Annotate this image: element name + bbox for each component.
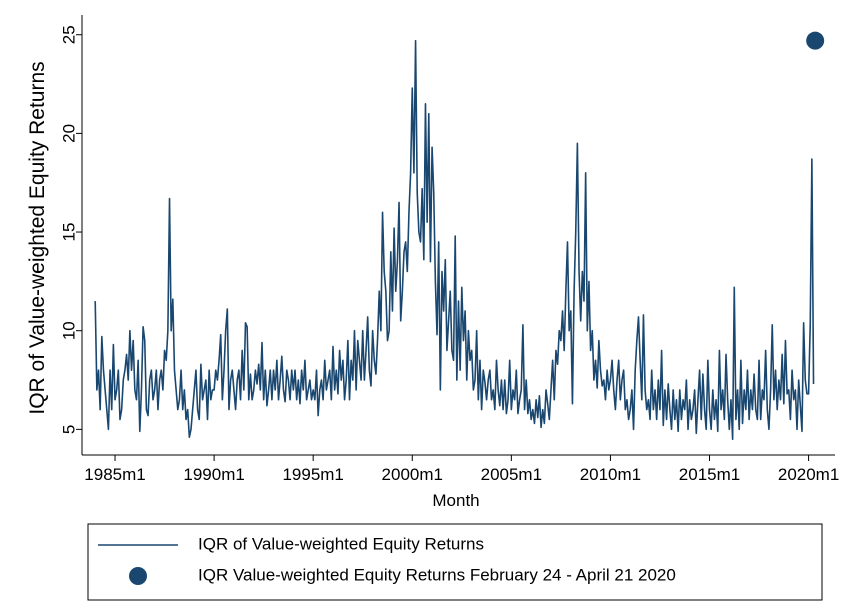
data-point [806,31,825,50]
legend-label: IQR of Value-weighted Equity Returns [198,534,484,553]
x-tick-label: 1985m1 [84,465,145,484]
y-tick-label: 10 [59,321,78,340]
legend-swatch [129,567,147,585]
y-tick-label: 25 [59,25,78,44]
x-tick-label: 2010m1 [580,465,641,484]
y-tick-label: 5 [59,425,78,434]
y-axis-title: IQR of Value-weighted Equity Returns [26,61,49,414]
legend-label: IQR Value-weighted Equity Returns Februa… [198,565,676,584]
x-axis-title: Month [432,491,479,510]
x-tick-label: 1990m1 [183,465,244,484]
y-tick-label: 15 [59,223,78,242]
x-tick-label: 2005m1 [481,465,542,484]
y-tick-label: 20 [59,124,78,143]
legend-box [87,523,823,601]
data-line [94,39,815,441]
x-tick-label: 1995m1 [282,465,343,484]
x-tick-label: 2000m1 [382,465,443,484]
x-tick-label: 2020m1 [778,465,839,484]
x-tick-label: 2015m1 [679,465,740,484]
